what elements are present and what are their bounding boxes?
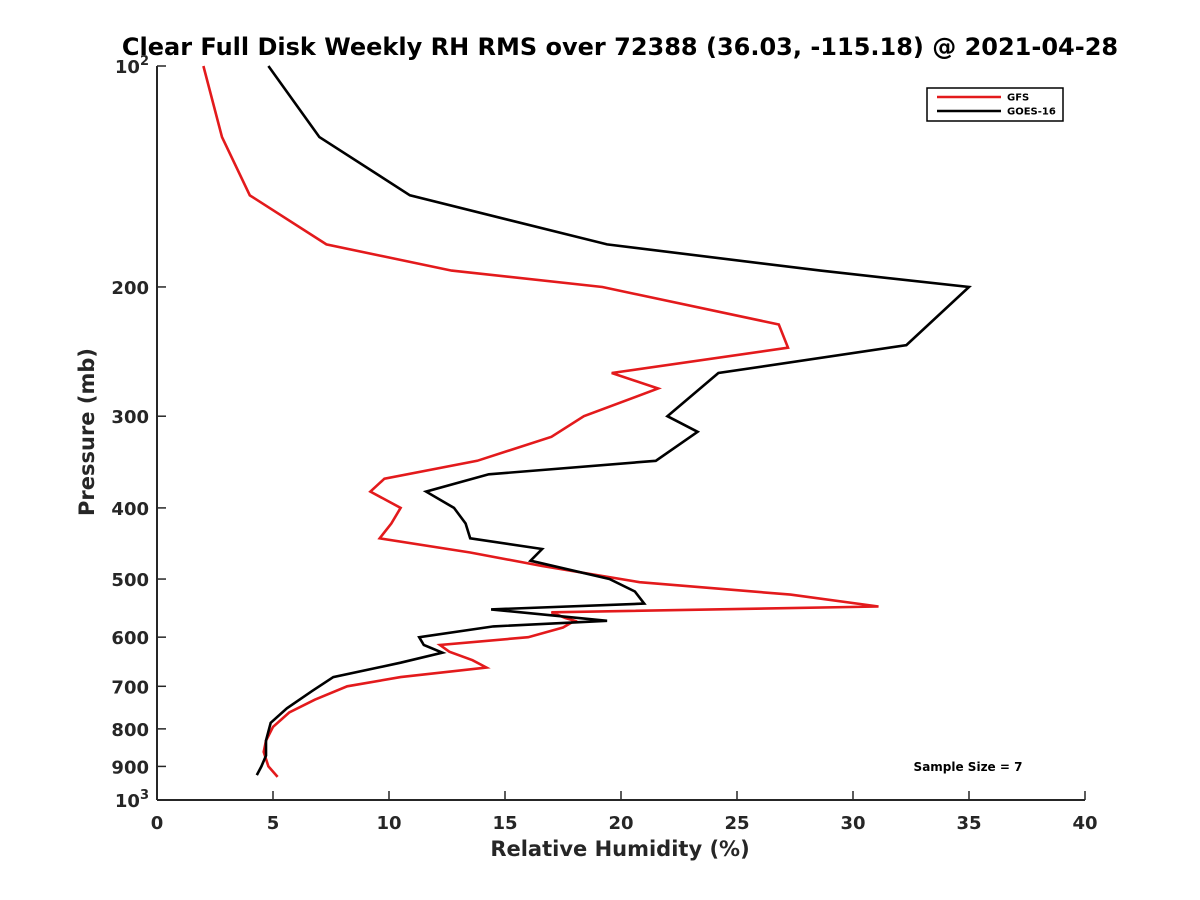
legend-label-gfs: GFS — [1007, 93, 1029, 104]
y-tick-label: 400 — [111, 499, 149, 520]
legend: GFS GOES-16 — [926, 87, 1064, 122]
y-tick-label: 103 — [115, 788, 149, 812]
legend-box — [926, 87, 1064, 122]
series-line-goes-16 — [255, 65, 972, 776]
y-tick-label: 900 — [111, 757, 149, 778]
y-tick-label: 800 — [111, 720, 149, 741]
chart-title: Clear Full Disk Weekly RH RMS over 72388… — [122, 33, 1118, 61]
y-tick-label: 700 — [111, 677, 149, 698]
y-tick-label: 500 — [111, 570, 149, 591]
x-axis-label: Relative Humidity (%) — [490, 837, 749, 861]
axes-layer: 0 5 10 15 20 25 30 35 40 102 200 300 400 500 600 700 800… — [111, 54, 1097, 834]
y-axis-label: Pressure (mb) — [75, 348, 99, 516]
x-tick-label: 25 — [724, 813, 749, 834]
x-tick-label: 35 — [956, 813, 981, 834]
x-tick-label: 40 — [1072, 813, 1097, 834]
y-tick-label: 200 — [111, 278, 149, 299]
x-tick-label: 15 — [492, 813, 517, 834]
x-tick-label: 30 — [840, 813, 865, 834]
series-layer — [202, 65, 972, 778]
x-tick-label: 20 — [608, 813, 633, 834]
series-line-gfs — [202, 65, 879, 778]
x-tick-label: 5 — [267, 813, 280, 834]
legend-label-goes-16: GOES-16 — [1007, 107, 1056, 118]
x-tick-label: 10 — [376, 813, 401, 834]
sample-size-annotation: Sample Size = 7 — [914, 760, 1023, 774]
x-tick-label: 0 — [151, 813, 164, 834]
y-tick-label: 600 — [111, 628, 149, 649]
y-tick-label: 300 — [111, 407, 149, 428]
y-tick-label: 102 — [115, 54, 149, 78]
